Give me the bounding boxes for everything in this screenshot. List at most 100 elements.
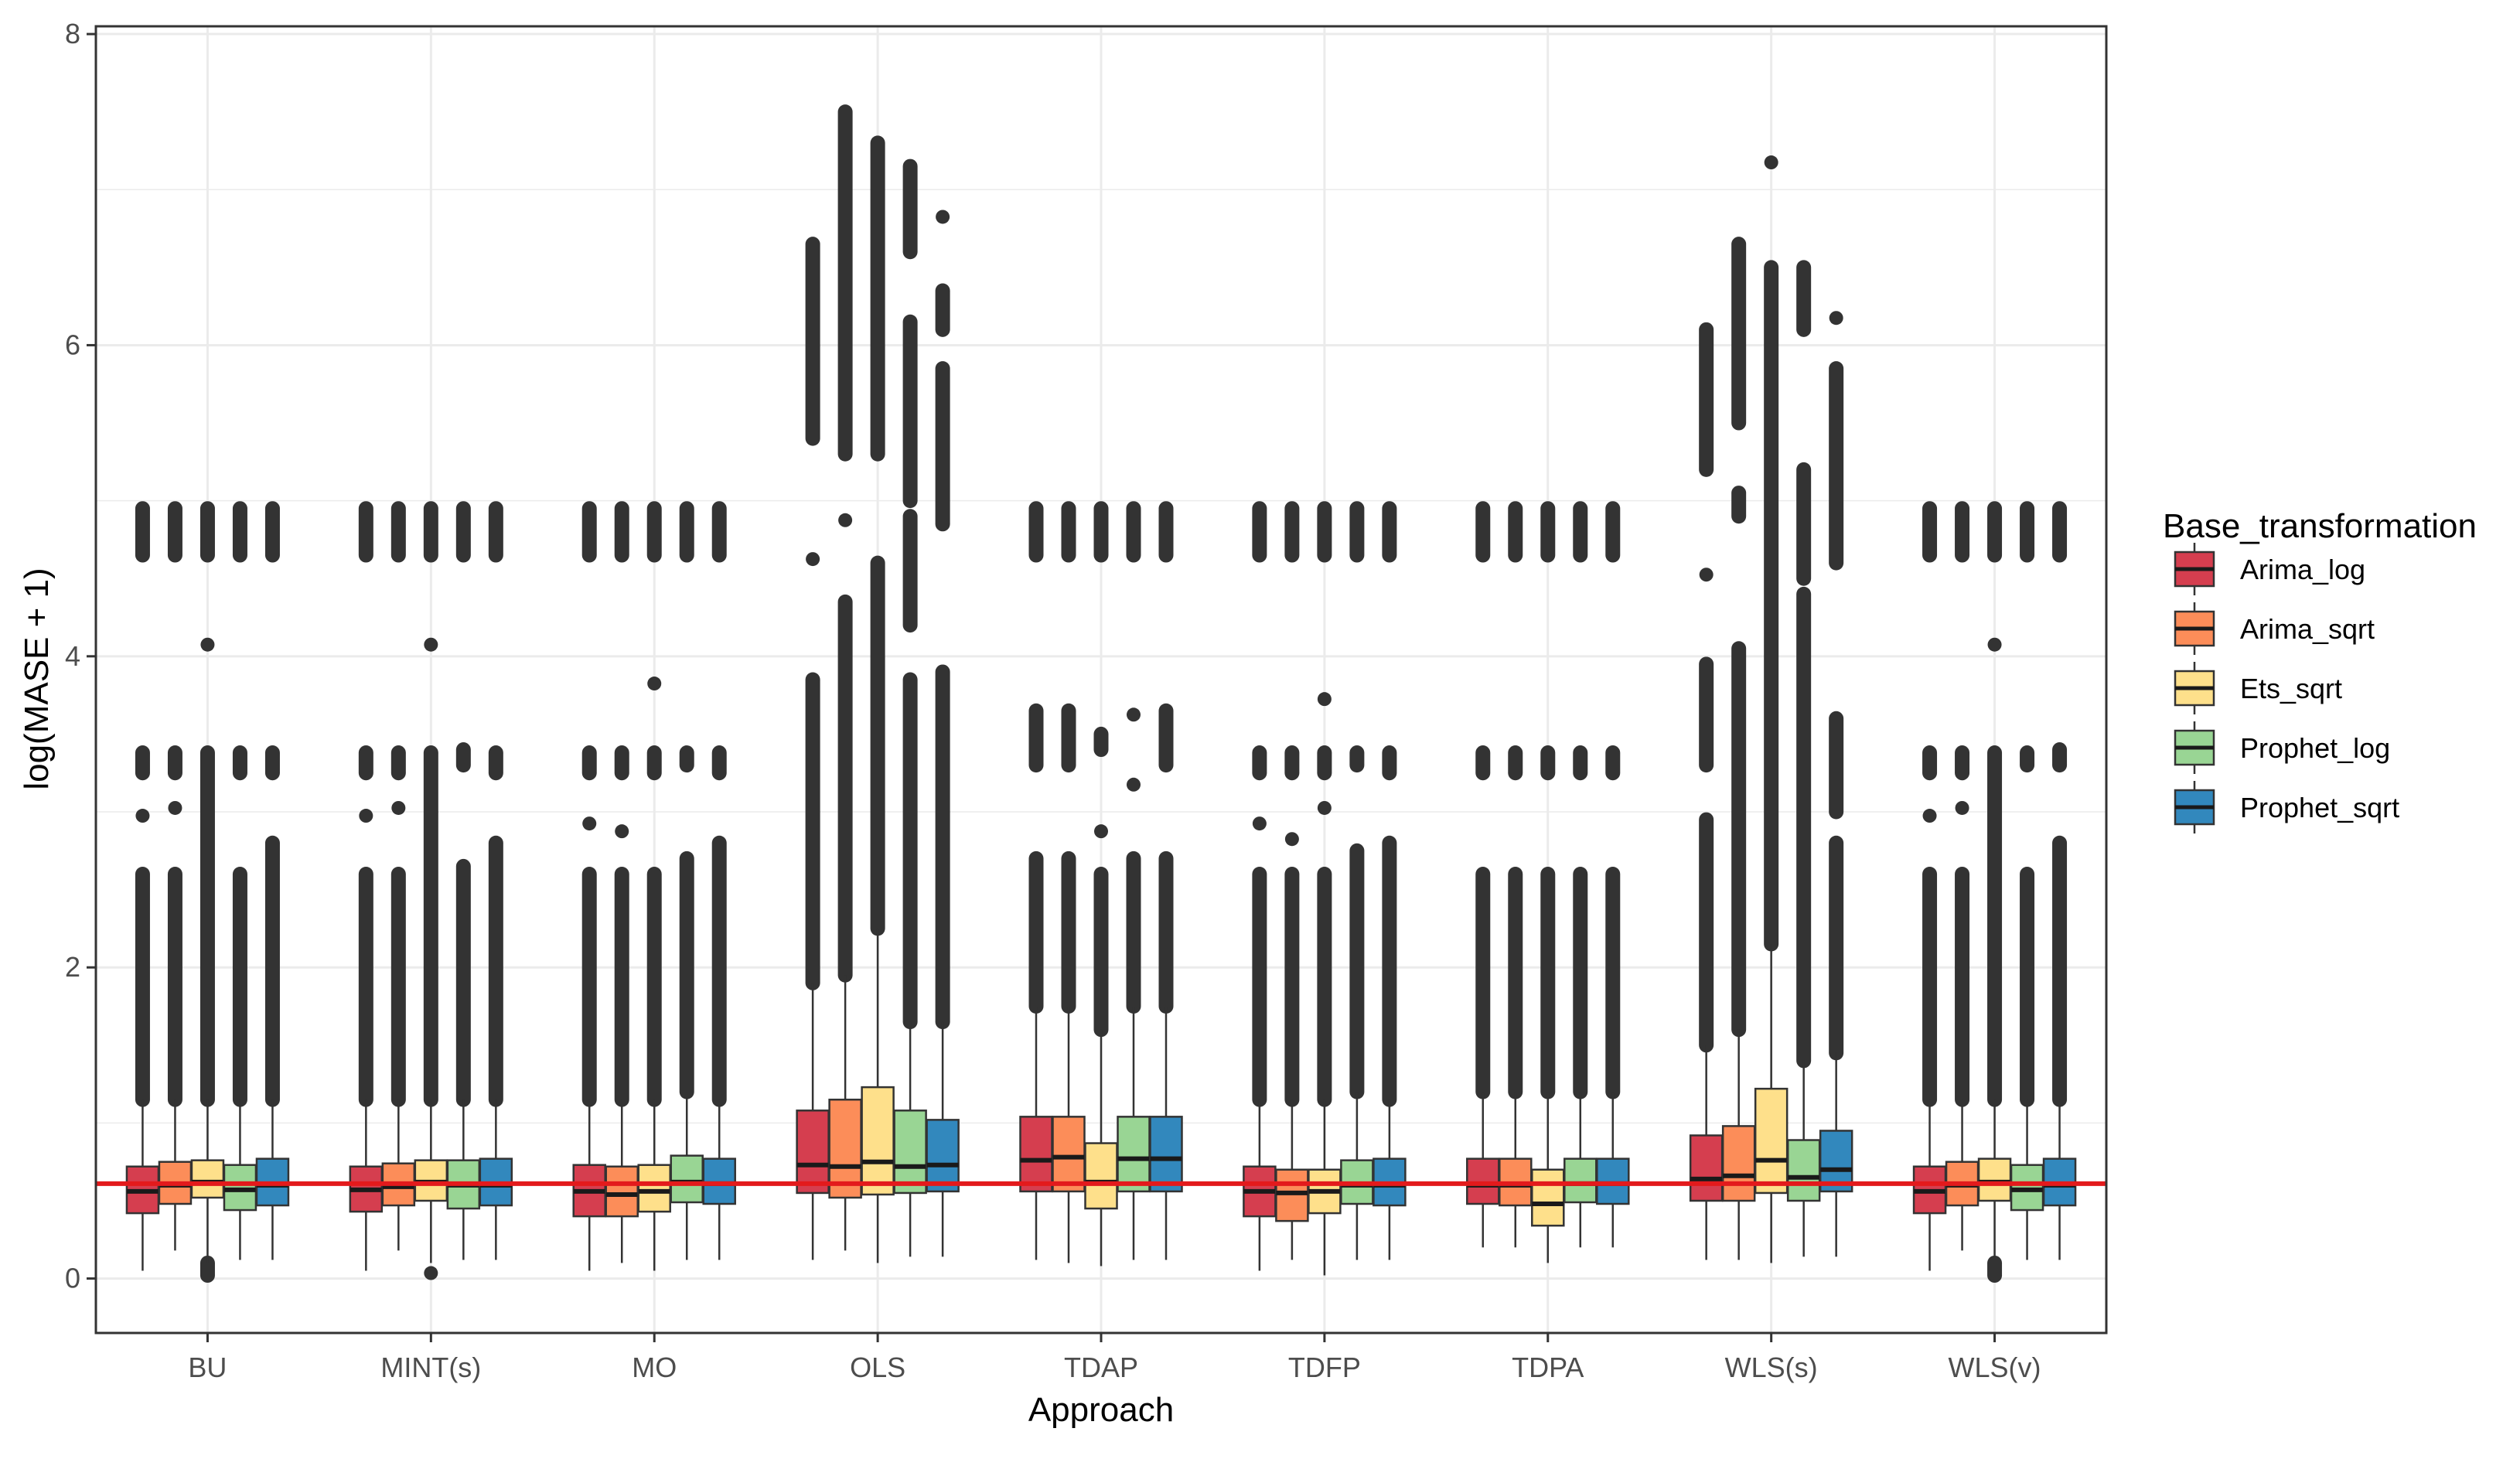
box-Prophet_log: [1786, 260, 1821, 1257]
box-Prophet_log: [2010, 501, 2044, 1260]
box-Arima_log: [572, 501, 606, 1271]
outlier-point: [1829, 311, 1843, 326]
box-Ets_sqrt: [637, 501, 671, 1271]
outlier-point: [1955, 800, 1969, 815]
box-Ets_sqrt: [1531, 501, 1565, 1263]
box-Arima_log: [796, 237, 830, 1260]
iqr-box: [1754, 1087, 1789, 1195]
outlier-point: [1764, 155, 1778, 170]
iqr-box: [1596, 1157, 1630, 1205]
y-tick-label: 0: [65, 1263, 80, 1294]
outlier-point: [135, 809, 150, 823]
iqr-box: [190, 1159, 225, 1199]
iqr-box: [670, 1154, 704, 1204]
iqr-box: [861, 1086, 895, 1196]
legend-label: Arima_log: [2240, 554, 2365, 585]
box-Prophet_log: [670, 501, 704, 1260]
box-Prophet_sqrt: [479, 501, 513, 1260]
legend-title: Base_transformation: [2163, 507, 2477, 545]
x-tick-label: BU: [188, 1352, 227, 1383]
box-Arima_sqrt: [828, 104, 862, 1251]
iqr-box: [1977, 1157, 2012, 1202]
iqr-box: [637, 1164, 671, 1213]
iqr-box: [1466, 1157, 1500, 1205]
y-tick-label: 6: [65, 329, 80, 360]
outlier-point: [200, 637, 215, 652]
outlier-point: [168, 800, 182, 815]
box-Ets_sqrt: [1308, 501, 1342, 1276]
x-tick-label: MO: [632, 1352, 677, 1383]
iqr-box: [828, 1098, 862, 1199]
iqr-box: [1117, 1116, 1151, 1193]
iqr-box: [1084, 1142, 1118, 1210]
box-Arima_sqrt: [605, 501, 639, 1263]
outlier-point: [1987, 637, 2002, 652]
box-Arima_sqrt: [1275, 501, 1309, 1260]
x-tick-label: WLS(s): [1725, 1352, 1818, 1383]
iqr-box: [1819, 1130, 1853, 1193]
box-Prophet_sqrt: [1149, 501, 1183, 1260]
box-Prophet_sqrt: [1373, 501, 1407, 1260]
outlier-point: [1252, 816, 1267, 831]
y-axis: 0 2 4 6 8: [65, 18, 96, 1294]
outlier-point: [1094, 824, 1108, 839]
outlier-point: [424, 637, 438, 652]
x-tick-label: WLS(v): [1949, 1352, 2041, 1383]
iqr-box: [1563, 1157, 1598, 1204]
iqr-box: [1052, 1116, 1086, 1193]
outlier-point: [1127, 777, 1141, 792]
outlier-point: [936, 210, 950, 224]
x-tick-label: OLS: [850, 1352, 905, 1383]
iqr-box: [893, 1110, 927, 1195]
iqr-box: [1721, 1125, 1756, 1202]
iqr-box: [796, 1110, 830, 1195]
outlier-point: [615, 824, 629, 839]
outlier-point: [424, 1266, 438, 1280]
box-Prophet_log: [223, 501, 257, 1260]
y-tick-label: 4: [65, 640, 80, 672]
iqr-box: [1689, 1134, 1724, 1202]
iqr-box: [926, 1119, 960, 1193]
outlier-point: [1127, 707, 1141, 722]
legend-label: Arima_sqrt: [2240, 613, 2375, 645]
outlier-point: [647, 677, 662, 691]
iqr-box: [2010, 1164, 2044, 1212]
box-Prophet_log: [446, 501, 481, 1260]
y-axis-title: log(MASE + 1): [18, 568, 56, 789]
outlier-point: [391, 800, 406, 815]
y-tick-label: 2: [65, 951, 80, 983]
box-Prophet_sqrt: [926, 210, 960, 1257]
outlier-point: [1922, 809, 1937, 823]
iqr-box: [1149, 1116, 1183, 1193]
outlier-point: [359, 809, 373, 823]
x-tick-label: TDFP: [1288, 1352, 1361, 1383]
x-tick-label: TDPA: [1512, 1352, 1584, 1383]
box-Arima_log: [1689, 322, 1724, 1260]
iqr-box: [605, 1165, 639, 1218]
iqr-box: [223, 1164, 257, 1212]
iqr-box: [1786, 1139, 1821, 1202]
iqr-box: [1531, 1168, 1565, 1227]
box-Ets_sqrt: [190, 501, 225, 1283]
box-Arima_log: [1019, 501, 1053, 1260]
iqr-box: [702, 1157, 736, 1205]
x-axis: BU MINT(s) MO OLS TDAP TDFP TDPA WLS(s) WLS(v): [188, 1333, 2041, 1383]
outlier-point: [1317, 692, 1332, 707]
box-Arima_log: [1466, 501, 1500, 1248]
legend-label: Prophet_log: [2240, 732, 2390, 764]
legend: Base_transformation Arima_log Arima_sqrt E…: [2163, 507, 2477, 833]
box-Arima_sqrt: [1052, 501, 1086, 1263]
legend-label: Ets_sqrt: [2240, 673, 2342, 704]
outlier-point: [1699, 568, 1714, 582]
legend-label: Prophet_sqrt: [2240, 792, 2399, 823]
x-tick-label: MINT(s): [380, 1352, 481, 1383]
box-Prophet_sqrt: [702, 501, 736, 1260]
box-Arima_log: [125, 501, 160, 1271]
box-Arima_log: [349, 501, 384, 1271]
outlier-point: [582, 816, 597, 831]
box-Ets_sqrt: [1084, 501, 1118, 1266]
box-Ets_sqrt: [414, 501, 448, 1280]
box-Arima_sqrt: [1499, 501, 1533, 1248]
box-Arima_log: [1912, 501, 1947, 1271]
